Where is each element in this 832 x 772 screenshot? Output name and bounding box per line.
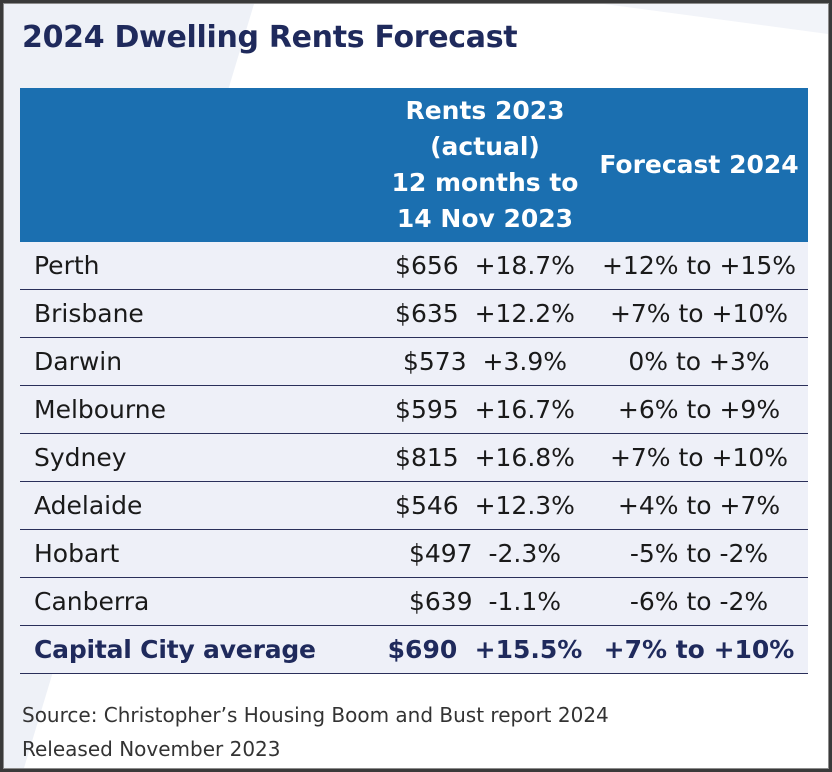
- forecast-value: +4% to +7%: [590, 481, 808, 530]
- forecast-card: 2024 Dwelling Rents Forecast Rents 2023 …: [3, 3, 829, 769]
- forecast-value: +7% to +10%: [590, 433, 808, 482]
- average-rent-value: $690 +15.5%: [372, 625, 590, 674]
- table-row: Hobart $497 -2.3% -5% to -2%: [20, 529, 808, 578]
- release-line: Released November 2023: [22, 737, 281, 761]
- city-name: Sydney: [20, 433, 372, 482]
- table-row: Melbourne $595 +16.7% +6% to +9%: [20, 385, 808, 434]
- average-row: Capital City average $690 +15.5% +7% to …: [20, 625, 808, 674]
- table-header-row: Rents 2023 (actual) 12 months to 14 Nov …: [20, 88, 808, 242]
- average-label: Capital City average: [20, 625, 372, 674]
- forecast-value: +7% to +10%: [590, 289, 808, 338]
- rent-value: $595 +16.7%: [372, 385, 590, 434]
- source-note: Source: Christopher’s Housing Boom and B…: [22, 698, 609, 766]
- city-name: Canberra: [20, 577, 372, 626]
- table-row: Perth $656 +18.7% +12% to +15%: [20, 242, 808, 290]
- table-row: Canberra $639 -1.1% -6% to -2%: [20, 577, 808, 626]
- table-row: Brisbane $635 +12.2% +7% to +10%: [20, 289, 808, 338]
- forecast-value: -6% to -2%: [590, 577, 808, 626]
- rent-value: $639 -1.1%: [372, 577, 590, 626]
- city-name: Brisbane: [20, 289, 372, 338]
- city-name: Perth: [20, 242, 372, 290]
- forecast-value: 0% to +3%: [590, 337, 808, 386]
- table-row: Adelaide $546 +12.3% +4% to +7%: [20, 481, 808, 530]
- table-row: Sydney $815 +16.8% +7% to +10%: [20, 433, 808, 482]
- header-city: [20, 88, 372, 242]
- rents-table: Rents 2023 (actual) 12 months to 14 Nov …: [20, 88, 808, 674]
- forecast-value: +6% to +9%: [590, 385, 808, 434]
- city-name: Hobart: [20, 529, 372, 578]
- table-row: Darwin $573 +3.9% 0% to +3%: [20, 337, 808, 386]
- rent-value: $635 +12.2%: [372, 289, 590, 338]
- rent-value: $497 -2.3%: [372, 529, 590, 578]
- rent-value: $656 +18.7%: [372, 242, 590, 290]
- city-name: Adelaide: [20, 481, 372, 530]
- source-line: Source: Christopher’s Housing Boom and B…: [22, 703, 609, 727]
- forecast-value: +12% to +15%: [590, 242, 808, 290]
- average-forecast-value: +7% to +10%: [590, 625, 808, 674]
- forecast-value: -5% to -2%: [590, 529, 808, 578]
- header-forecast-2024: Forecast 2024: [590, 88, 808, 242]
- rent-value: $815 +16.8%: [372, 433, 590, 482]
- rent-value: $546 +12.3%: [372, 481, 590, 530]
- page-title: 2024 Dwelling Rents Forecast: [22, 20, 518, 55]
- header-rents-2023: Rents 2023 (actual) 12 months to 14 Nov …: [372, 88, 590, 242]
- city-name: Melbourne: [20, 385, 372, 434]
- rent-value: $573 +3.9%: [372, 337, 590, 386]
- city-name: Darwin: [20, 337, 372, 386]
